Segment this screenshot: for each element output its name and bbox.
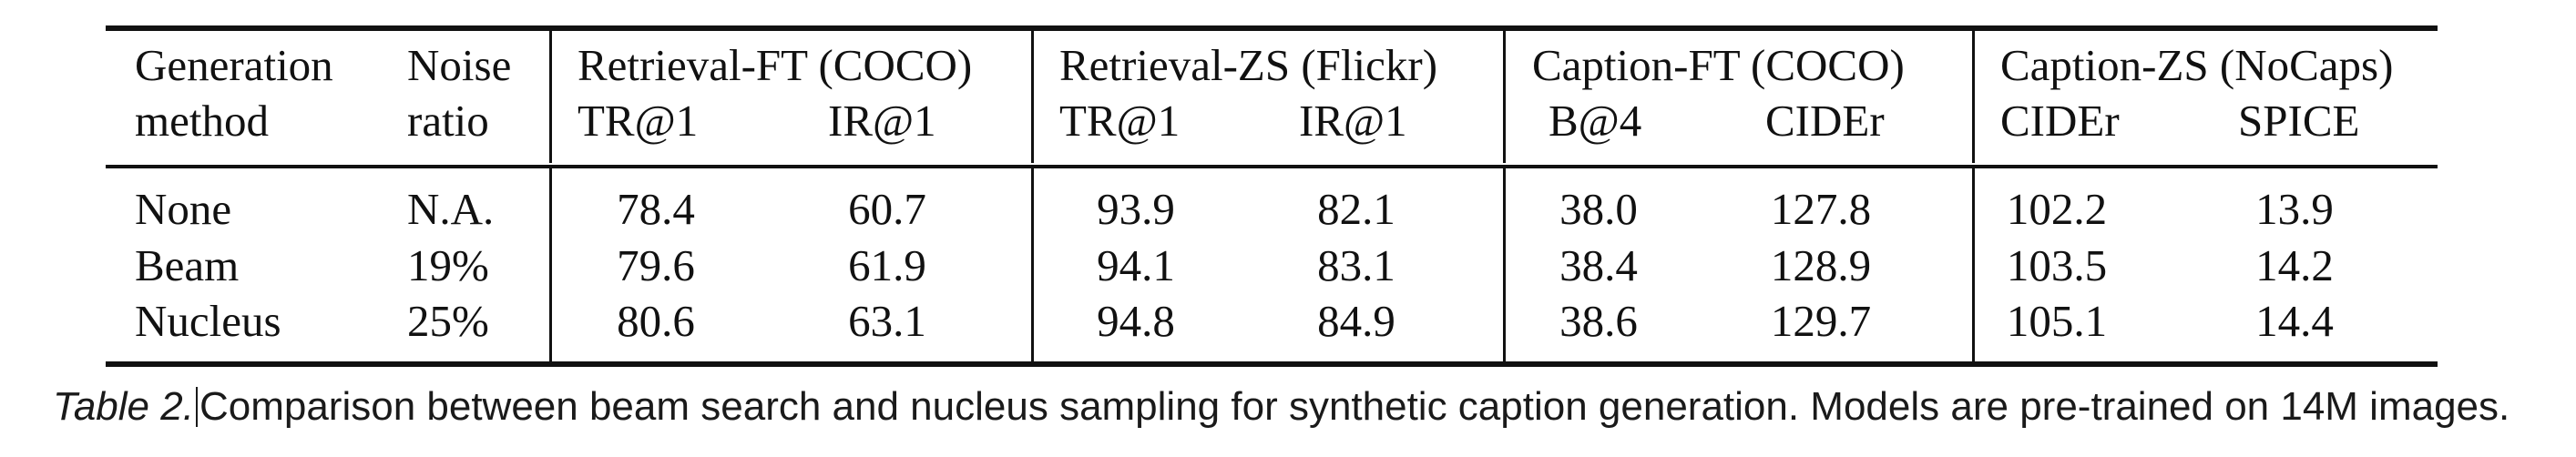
subheader-cider-coco: CIDEr	[1765, 96, 1885, 146]
row-noise: N.A.	[407, 184, 495, 234]
cell-value: 14.2	[2255, 240, 2334, 290]
subheader-b4: B@4	[1549, 96, 1642, 146]
column-divider	[1503, 31, 1506, 163]
row-noise: 25%	[407, 296, 489, 346]
column-divider	[1031, 31, 1034, 163]
cell-value: 61.9	[848, 240, 926, 290]
row-method: Nucleus	[135, 296, 281, 346]
group-title-caption-ft: Caption-FT (COCO)	[1532, 40, 1905, 90]
cell-value: 94.8	[1097, 296, 1175, 346]
header-generation: Generation	[135, 40, 333, 90]
group-title-caption-zs: Caption-ZS (NoCaps)	[2000, 40, 2394, 90]
cell-value: 38.6	[1559, 296, 1638, 346]
subheader-spice: SPICE	[2238, 96, 2360, 146]
cell-value: 63.1	[848, 296, 926, 346]
cell-value: 83.1	[1317, 240, 1395, 290]
table-caption: Table 2. Comparison between beam search a…	[53, 382, 2510, 432]
cell-value: 105.1	[2006, 296, 2108, 346]
table-bottom-rule	[106, 361, 2438, 367]
cell-value: 128.9	[1770, 240, 1872, 290]
column-divider	[1972, 168, 1975, 361]
cell-value: 129.7	[1770, 296, 1872, 346]
caption-label: Table 2.	[53, 384, 194, 429]
cell-value: 102.2	[2006, 184, 2108, 234]
cell-value: 79.6	[617, 240, 695, 290]
cell-value: 13.9	[2255, 184, 2334, 234]
cell-value: 127.8	[1770, 184, 1872, 234]
subheader-ir1-coco: IR@1	[828, 96, 936, 146]
cell-value: 14.4	[2255, 296, 2334, 346]
row-noise: 19%	[407, 240, 489, 290]
subheader-ir1-flickr: IR@1	[1299, 96, 1407, 146]
subheader-cider-nocaps: CIDEr	[2000, 96, 2120, 146]
row-method: None	[135, 184, 232, 234]
cell-value: 60.7	[848, 184, 926, 234]
cell-value: 80.6	[617, 296, 695, 346]
cell-value: 103.5	[2006, 240, 2108, 290]
text-cursor	[195, 387, 198, 427]
column-divider	[549, 168, 552, 361]
cell-value: 94.1	[1097, 240, 1175, 290]
table-header-rule	[106, 165, 2438, 168]
cell-value: 84.9	[1317, 296, 1395, 346]
group-title-retrieval-ft: Retrieval-FT (COCO)	[578, 40, 973, 90]
group-title-retrieval-zs: Retrieval-ZS (Flickr)	[1059, 40, 1438, 90]
header-method: method	[135, 96, 269, 146]
subheader-tr1-coco: TR@1	[578, 96, 699, 146]
cell-value: 38.0	[1559, 184, 1638, 234]
column-divider	[1503, 168, 1506, 361]
cell-value: 78.4	[617, 184, 695, 234]
column-divider	[1031, 168, 1034, 361]
subheader-tr1-flickr: TR@1	[1059, 96, 1181, 146]
caption-text: Comparison between beam search and nucle…	[199, 384, 2510, 429]
column-divider	[549, 31, 552, 163]
column-divider	[1972, 31, 1975, 163]
table-top-rule	[106, 25, 2438, 31]
cell-value: 38.4	[1559, 240, 1638, 290]
header-noise: Noise	[407, 40, 512, 90]
cell-value: 82.1	[1317, 184, 1395, 234]
header-ratio: ratio	[407, 96, 489, 146]
cell-value: 93.9	[1097, 184, 1175, 234]
row-method: Beam	[135, 240, 240, 290]
